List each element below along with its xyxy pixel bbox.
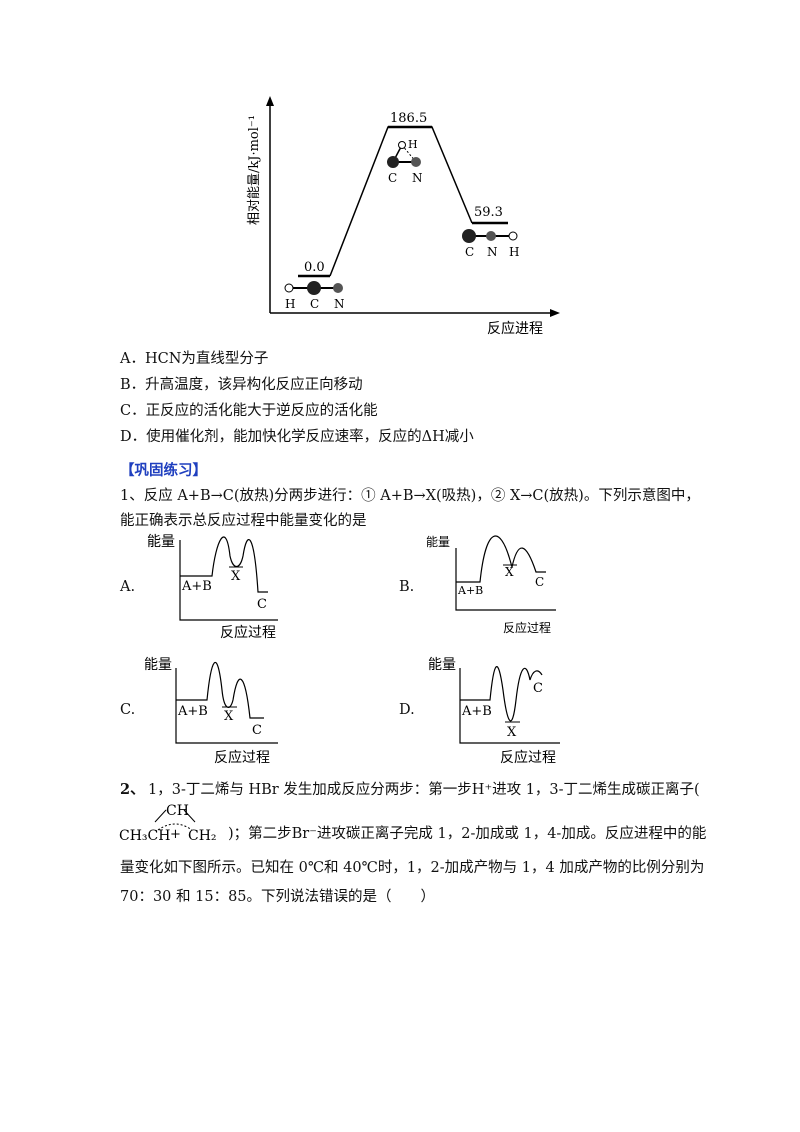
atom-label: H [285,297,295,311]
chart-a: 能量 A+B X C 反应过程 [147,534,278,641]
option-d: D．使用催化剂，能加快化学反应速率，反应的ΔH减小 [120,429,474,445]
molecule-hnc-linear: C N H [462,229,519,259]
chart-c-ylabel: 能量 [144,657,172,673]
chart-c-xlabel: 反应过程 [214,749,270,765]
chart-d-start: A+B [461,704,492,719]
chart-d-mid: X [507,725,517,740]
option-a: A．HCN为直线型分子 [120,351,269,367]
q1-line2: 能正确表示总反应过程中能量变化的是 [120,513,367,529]
chart-c-mid: X [224,709,234,724]
x-axis-label: 反应进程 [487,320,543,337]
formula-ch2: CH₂ [188,828,217,844]
atom-label: C [465,245,474,259]
level-label-1: 186.5 [390,111,427,126]
chart-d: 能量 A+B X C 反应过程 [428,657,560,765]
chart-a-option: A. [120,579,136,595]
energy-profile-figure: 0.0 186.5 59.3 H C N H C N C N H 相对能量/kJ… [247,96,560,337]
y-axis-label: 相对能量/kJ·mol⁻¹ [247,115,262,225]
formula-ch3ch: CH₃CH [119,828,170,844]
q2-line2: )；第二步Br⁻进攻碳正离子完成 1，2-加成或 1，4-加成。反应进程中的能 [228,826,707,842]
q1-line1: 1、反应 A+B→C(放热)分两步进行：① A+B→X(吸热)，② X→C(放热… [120,488,700,504]
chart-b-start: A+B [457,584,483,597]
atom-label: C [310,297,319,311]
chart-a-ylabel: 能量 [147,534,175,550]
reaction-path [329,126,473,277]
chart-c-end: C [252,723,262,738]
chart-c-option: C. [120,702,136,718]
q2-line3: 量变化如下图所示。已知在 0℃和 40℃时，1，2-加成产物与 1，4 加成产物… [120,860,705,876]
option-b: B．升高温度，该异构化反应正向移动 [120,377,363,393]
q2-number: 2、 [120,781,145,798]
chart-d-end: C [533,681,543,696]
chart-d-xlabel: 反应过程 [500,749,556,765]
chart-a-start: A+B [181,579,212,594]
chart-b: 能量 A+B X C 反应过程 [426,535,556,635]
option-c: C．正反应的活化能大于逆反应的活化能 [120,403,378,419]
q2-line1: 1，3-丁二烯与 HBr 发生加成反应分两步：第一步H⁺进攻 1，3-丁二烯生成… [148,782,700,798]
formula-plus: + [170,827,181,842]
level-label-0: 0.0 [304,260,325,275]
chart-d-option: D. [399,702,415,718]
chart-b-xlabel: 反应过程 [503,620,551,635]
atom-label: C [388,171,397,185]
atom-label: N [487,245,498,259]
carbocation-formula: CH CH₃CH + CH₂ [119,803,217,844]
atom-label: H [509,245,519,259]
atom-label: N [334,297,345,311]
chart-b-option: B. [399,579,415,595]
chart-b-ylabel: 能量 [426,535,450,549]
formula-ch: CH [166,803,189,819]
chart-a-mid: X [231,569,241,584]
atom-label: H [408,138,418,151]
atom-label: N [412,171,423,185]
x-axis-arrow [550,309,560,317]
level-label-2: 59.3 [474,205,503,220]
chart-b-mid: X [505,565,514,579]
chart-c: 能量 A+B X C 反应过程 [144,657,278,765]
chart-a-end: C [257,597,267,612]
molecule-hcn-linear: H C N [284,281,345,311]
molecule-transition-state: H C N [387,138,423,185]
q2-line4: 70：30 和 15：85。下列说法错误的是（ ） [120,889,436,905]
section-title: 【巩固练习】 [120,462,207,479]
chart-c-start: A+B [177,704,208,719]
chart-d-ylabel: 能量 [428,657,456,673]
y-axis-arrow [266,96,274,106]
chart-a-xlabel: 反应过程 [220,624,276,641]
chart-b-end: C [535,575,544,589]
